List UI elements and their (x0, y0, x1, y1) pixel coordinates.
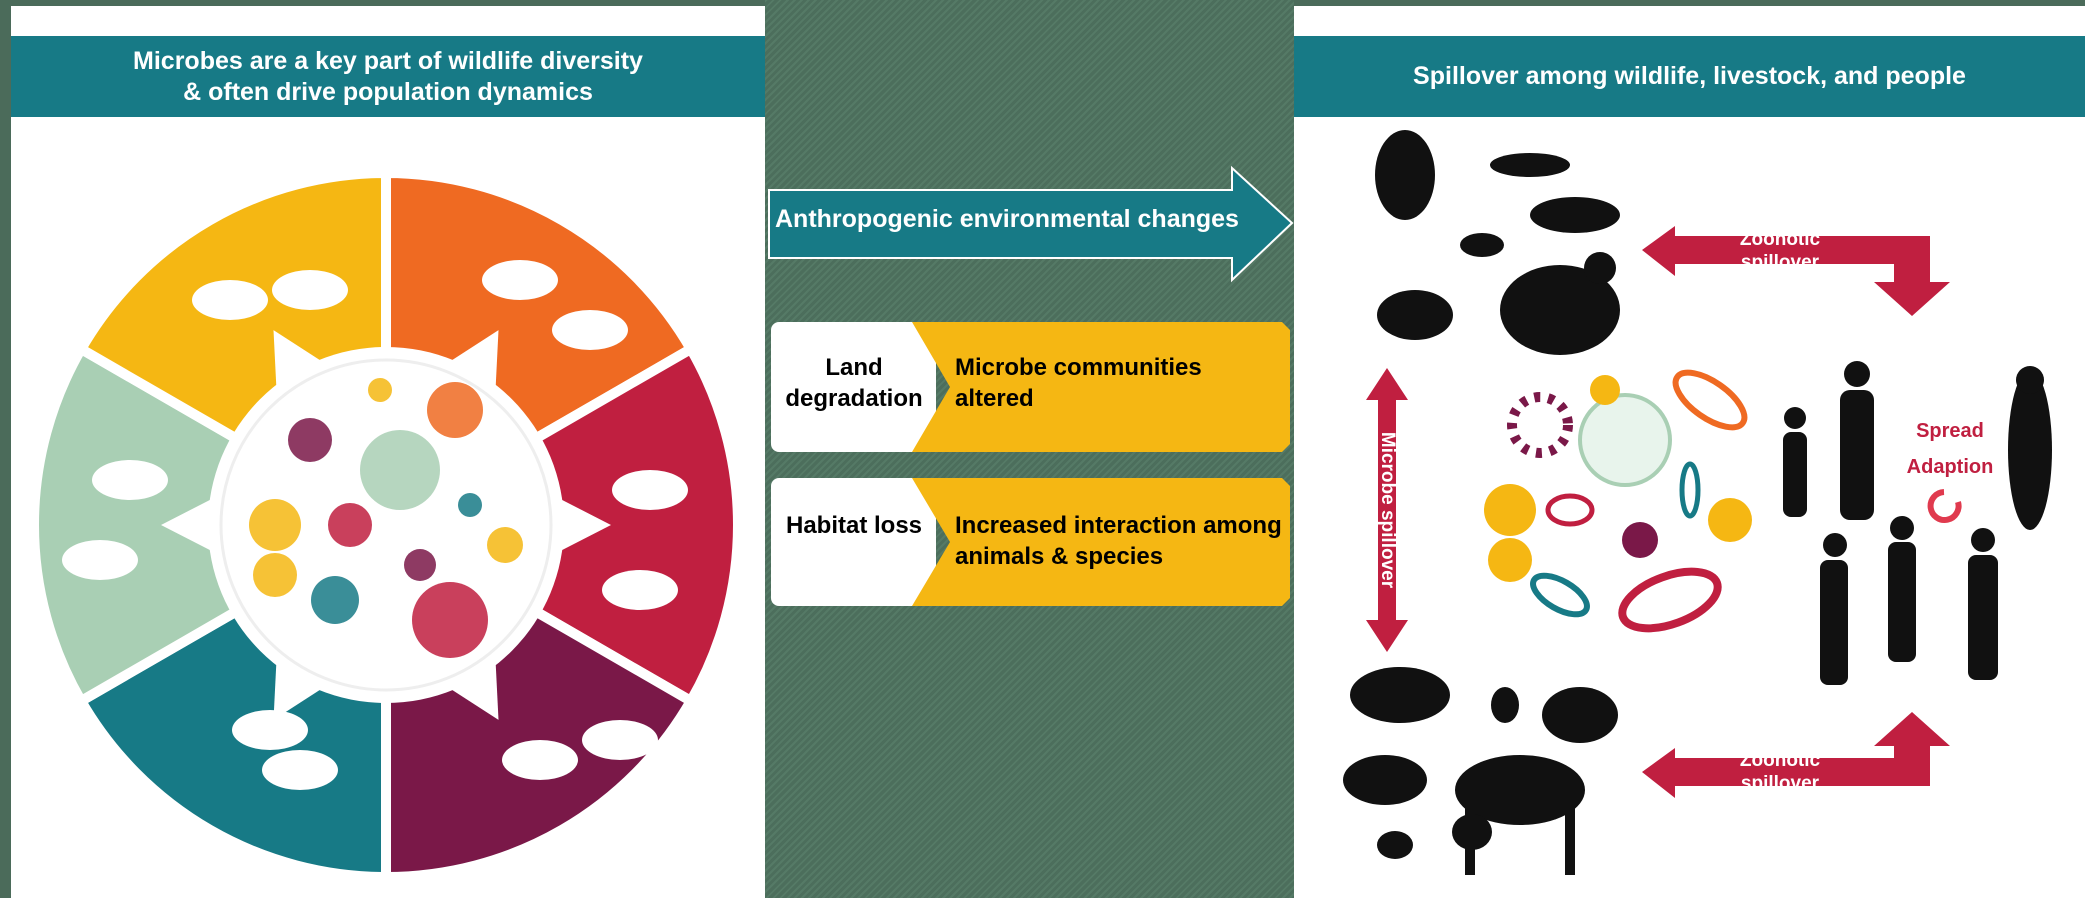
animal-silhouette (502, 740, 578, 780)
animal-silhouette (262, 750, 338, 790)
animal-silhouette (602, 570, 678, 610)
cause-label: Habitat loss (774, 510, 934, 541)
right-header: Spillover among wildlife, livestock, and… (1294, 36, 2085, 117)
microbe (458, 493, 482, 517)
livestock-silhouettes (1343, 667, 1618, 875)
microbe (427, 382, 483, 438)
microbes (1484, 362, 1753, 639)
microbe (487, 527, 523, 563)
adaption-label: Adaption (1895, 456, 2005, 479)
microbe (360, 430, 440, 510)
microbe (368, 378, 392, 402)
microbe (249, 499, 301, 551)
adaption-icon (1931, 492, 1959, 520)
animal-silhouette (62, 540, 138, 580)
wildlife-silhouettes (1375, 130, 1620, 355)
animal-silhouette (582, 720, 658, 760)
microbe (328, 503, 372, 547)
people-silhouettes (1783, 361, 2052, 685)
microbe (404, 549, 436, 581)
cause-label: Land degradation (774, 352, 934, 414)
left-header: Microbes are a key part of wildlife dive… (11, 36, 765, 117)
right-title: Spillover among wildlife, livestock, and… (1294, 61, 2085, 92)
animal-silhouette (192, 280, 268, 320)
zoonotic-label: Zoonotic spillover (1715, 749, 1845, 795)
spread-label: Spread (1895, 420, 2005, 443)
animal-silhouette (232, 710, 308, 750)
microbe (253, 553, 297, 597)
left-title-line: Microbes are a key part of wildlife dive… (11, 46, 765, 77)
microbe (288, 418, 332, 462)
animal-silhouette (612, 470, 688, 510)
animal-silhouette (272, 270, 348, 310)
effect-label: Microbe communities altered (955, 352, 1285, 414)
cause-box (771, 478, 936, 606)
microbe-spillover-label: Microbe spillover (1377, 432, 1398, 589)
diversity-wheel (34, 173, 738, 877)
zoonotic-label: Zoonotic spillover (1715, 228, 1845, 274)
animal-silhouette (92, 460, 168, 500)
microbe (412, 582, 488, 658)
left-title-line: & often drive population dynamics (11, 77, 765, 108)
effect-label: Increased interaction among animals & sp… (955, 510, 1290, 572)
infographic: Microbe spillover Microbes are a key par… (0, 0, 2085, 898)
microbe (311, 576, 359, 624)
change-arrow-label: Anthropogenic environmental changes (775, 205, 1295, 234)
animal-silhouette (552, 310, 628, 350)
animal-silhouette (482, 260, 558, 300)
